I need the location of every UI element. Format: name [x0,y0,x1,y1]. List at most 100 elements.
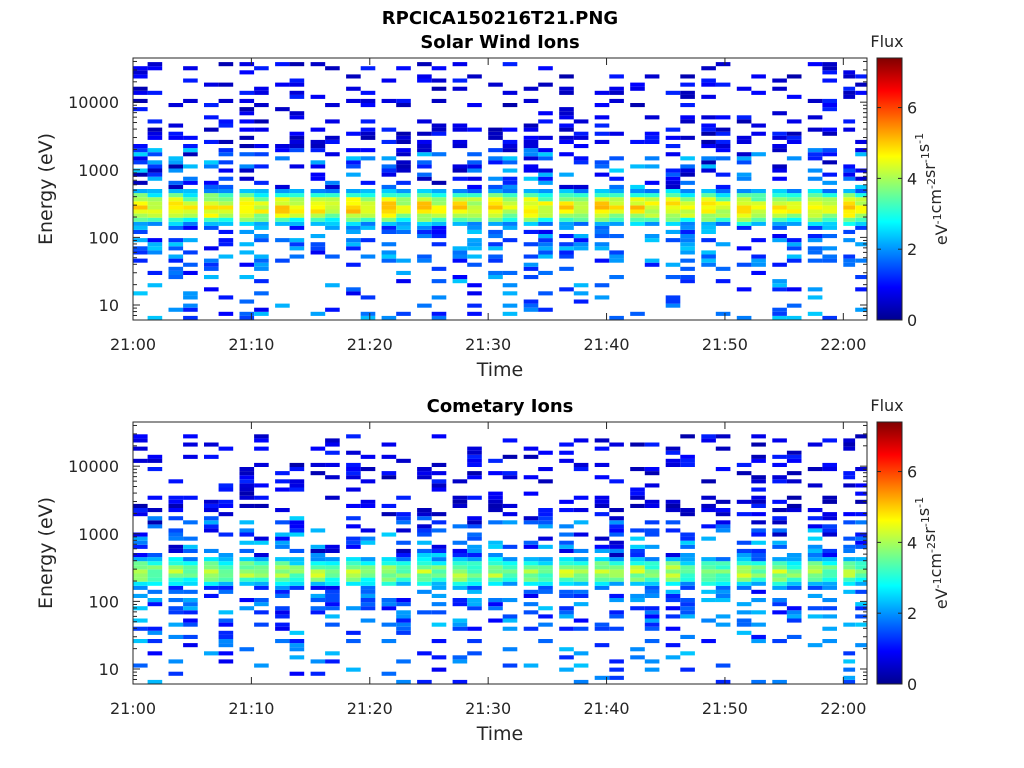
heatmap-cell [786,213,802,218]
heatmap-cell [239,577,255,582]
heatmap-cell [807,524,823,529]
heatmap-cell [346,287,361,292]
heatmap-cell [417,581,432,586]
heatmap-cell [310,193,326,198]
heatmap-cell [396,148,411,153]
heatmap-cell [538,508,553,513]
heatmap-cell [538,557,553,562]
heatmap-cell [133,544,148,549]
heatmap-cell [822,217,837,222]
heatmap-cell [751,221,766,226]
heatmap-cell [467,471,482,476]
heatmap-cell [538,565,553,570]
heatmap-cell [204,499,219,504]
heatmap-cell [538,197,553,202]
heatmap-cell [360,467,376,472]
heatmap-cell [417,303,432,308]
heatmap-cell [786,193,802,198]
heatmap-cell [855,565,867,570]
heatmap-cell [609,667,624,672]
heatmap-cell [417,78,432,83]
heatmap-cell [275,213,290,218]
heatmap-cell [751,238,766,243]
heatmap-cell [855,491,867,496]
heatmap-cell [218,213,234,218]
heatmap-cell [168,275,184,280]
heatmap-cell [168,479,184,484]
heatmap-cell [396,135,411,140]
heatmap-cell [452,205,468,210]
heatmap-cell [855,577,867,582]
heatmap-cell [239,242,255,247]
heatmap-cell [807,614,823,619]
heatmap-cell [630,655,645,660]
heatmap-cell [289,581,305,586]
heatmap-cell [772,148,787,153]
heatmap-cell [665,90,681,95]
heatmap-cell [786,581,802,586]
heatmap-cell [538,573,553,578]
heatmap-cell [751,213,766,218]
heatmap-cell [239,520,255,525]
heatmap-cell [488,229,503,234]
heatmap-cell [538,172,553,177]
heatmap-cell [488,131,503,136]
heatmap-cell [751,581,766,586]
heatmap-cell [204,221,219,226]
heatmap-cell [523,156,539,161]
heatmap-cell [431,512,447,517]
heatmap-cell [843,471,856,476]
heatmap-cell [452,581,468,586]
heatmap-cell [204,246,219,251]
heatmap-cell [701,193,716,198]
heatmap-cell [786,577,802,582]
heatmap-cell [381,225,397,230]
heatmap-cell [360,238,376,243]
heatmap-cell [289,462,305,467]
heatmap-cell [772,508,787,513]
heatmap-cell [736,262,752,267]
heatmap-cell [855,205,867,210]
heatmap-cell [751,458,766,463]
heatmap-cell [346,225,361,230]
heatmap-cell [360,180,376,185]
heatmap-cell [417,540,432,545]
heatmap-cell [751,622,766,627]
heatmap-cell [609,593,624,598]
heatmap-cell [559,287,574,292]
heatmap-cell [417,144,432,149]
heatmap-cell [168,536,184,541]
heatmap-cell [559,561,574,566]
heatmap-cell [822,569,837,574]
heatmap-cell [168,266,184,271]
heatmap-cell [573,209,589,214]
heatmap-cell [381,201,397,206]
colorbar-gradient [876,421,903,685]
heatmap-cell [807,442,823,447]
heatmap-cell [523,205,539,210]
heatmap-cell [772,307,787,312]
heatmap-cell [786,454,802,459]
heatmap-cell [168,270,184,275]
heatmap-cell [751,512,766,517]
heatmap-cell [452,86,468,91]
heatmap-cell [772,520,787,525]
heatmap-cell [431,209,447,214]
heatmap-cell [310,561,326,566]
heatmap-cell [239,548,255,553]
heatmap-cell [573,201,589,206]
heatmap-cell [275,639,290,644]
colorbar-tick-label: 0 [907,675,917,694]
heatmap-cell [736,577,752,582]
heatmap-cell [502,217,518,222]
heatmap-cell [680,279,695,284]
heatmap-cell [289,197,305,202]
heatmap-cell [289,111,305,116]
heatmap-cell [254,573,269,578]
colorbar-tick-label: 4 [907,169,917,188]
heatmap-cell [204,115,219,120]
heatmap-cell [680,573,695,578]
heatmap-cell [346,221,361,226]
heatmap-cell [559,115,574,120]
